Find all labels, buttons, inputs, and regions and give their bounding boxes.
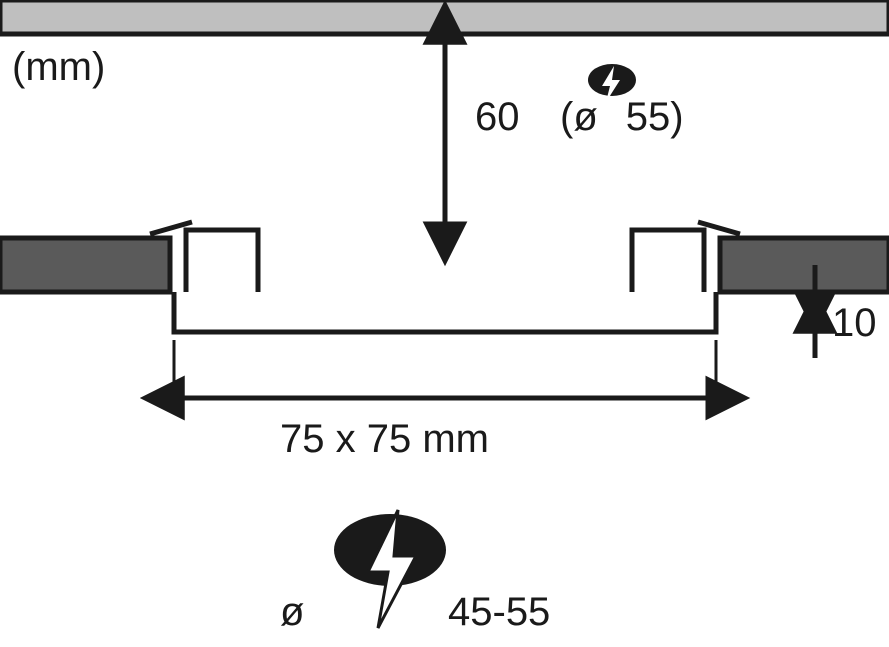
luminaire-plate xyxy=(174,292,716,332)
vertical-dim-value: 60 xyxy=(475,95,520,139)
unit-label: (mm) xyxy=(12,45,105,89)
cutout-icon xyxy=(334,510,446,628)
clip-left xyxy=(186,230,258,292)
dimension-diagram: (mm) 60 (ø55) 10 75 x 75 mm ø 45-55 xyxy=(0,0,889,647)
mount-bar-left xyxy=(0,238,170,292)
cutout-diameter-value: 45-55 xyxy=(448,590,550,634)
ceiling-bar xyxy=(0,0,889,34)
mount-bar-right xyxy=(720,238,889,292)
clip-right xyxy=(632,230,704,292)
width-dim-value: 75 x 75 mm xyxy=(280,417,489,461)
cutout-diameter-symbol: ø xyxy=(280,590,304,634)
connector-diameter-label: (ø55) xyxy=(560,95,684,139)
thickness-dim-value: 10 xyxy=(832,301,877,345)
